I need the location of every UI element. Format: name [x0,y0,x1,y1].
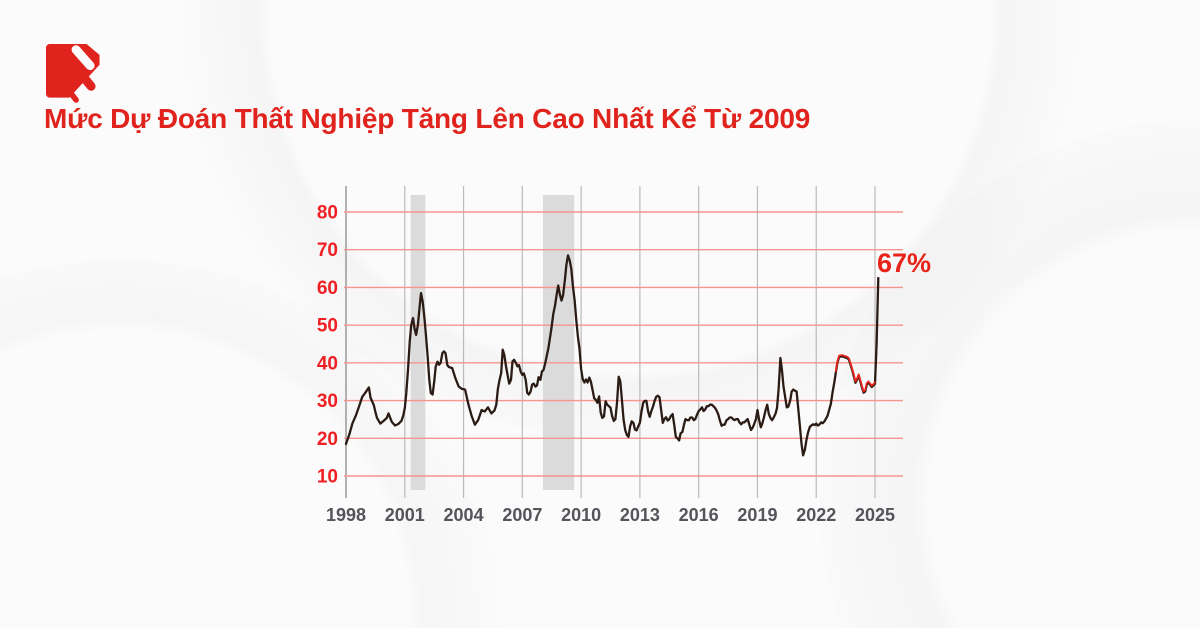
brand-logo [46,43,108,108]
x-tick-labels: 1998 2001 2004 2007 2010 2013 2016 2019 2022 2025 [326,505,895,525]
y-tick-label: 60 [317,278,338,299]
x-tick-label: 2007 [502,505,542,525]
y-tick-label: 50 [317,316,338,337]
x-tick-label: 2004 [444,505,484,525]
x-tick-label: 2013 [620,505,660,525]
x-gridlines [345,186,876,498]
recession-band [542,195,575,490]
x-tick-label: 2025 [855,505,895,525]
y-tick-label: 40 [317,353,338,374]
y-gridlines [344,211,903,477]
x-tick-label: 2001 [385,505,425,525]
y-tick-label: 80 [317,203,338,224]
series-line-group [344,254,880,457]
x-tick-label: 2016 [679,505,719,525]
x-tick-label: 2010 [561,505,601,525]
y-tick-label: 10 [317,467,338,488]
x-tick-label: 2022 [796,505,836,525]
page-title: Mức Dự Đoán Thất Nghiệp Tăng Lên Cao Nhấ… [44,103,811,134]
recent-series-group [834,354,876,393]
latest-value-label: 67% [877,248,932,278]
y-tick-label: 30 [317,391,338,412]
y-tick-label: 70 [317,240,338,261]
x-tick-label: 2019 [737,505,777,525]
recent-series-line [834,354,876,393]
y-tick-label: 20 [317,429,338,450]
y-tick-labels: 80 70 60 50 40 30 20 10 [317,203,338,488]
brand-logo-icon [46,43,103,103]
series-line [344,254,880,457]
recession-band [410,195,426,490]
x-tick-label: 1998 [326,505,366,525]
